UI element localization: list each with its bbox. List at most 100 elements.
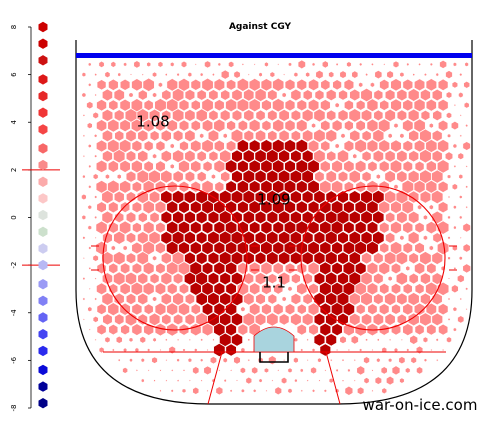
hex-cell (184, 190, 196, 204)
hex-cell (190, 303, 201, 315)
hex-cell (344, 120, 354, 131)
hex-cell (96, 119, 107, 132)
hex-cell (184, 170, 195, 183)
hex-cell (272, 241, 284, 255)
hex-cell (178, 261, 190, 276)
hex-cell (206, 348, 209, 352)
hex-cell (408, 109, 420, 122)
hex-cell (420, 272, 431, 285)
hex-cell (94, 297, 97, 301)
hex-cell (119, 180, 131, 194)
hex-cell (383, 63, 386, 66)
hex-cell (225, 343, 237, 357)
hex-cell (172, 292, 184, 306)
hex-cell (290, 210, 302, 224)
hex-cell (157, 61, 164, 68)
hex-cell (132, 181, 142, 193)
hex-cell (94, 154, 98, 158)
hex-cell (243, 272, 254, 285)
hex-cell (131, 78, 143, 92)
hex-cell (459, 195, 463, 199)
hex-cell (344, 99, 354, 111)
hex-cell (260, 200, 273, 214)
hex-cell (172, 231, 185, 245)
hex-cell (363, 356, 370, 364)
hex-cell (365, 73, 368, 77)
hex-cell (294, 378, 298, 383)
hex-cell (202, 262, 214, 275)
zone-label-low: 1.1 (262, 274, 286, 292)
hex-cell (249, 221, 261, 234)
hex-cell (220, 89, 230, 101)
scale-swatch (38, 209, 48, 221)
hex-cell (393, 122, 399, 129)
hex-cell (152, 153, 157, 159)
hex-cell (161, 252, 172, 265)
hex-cell (431, 251, 443, 265)
hex-cell (98, 61, 105, 68)
hex-cell (266, 210, 278, 224)
hex-cell (296, 282, 308, 295)
hex-cell (214, 99, 225, 112)
hex-cell (104, 336, 111, 343)
hex-cell (414, 324, 425, 336)
hex-cell (126, 252, 136, 264)
hex-cell (284, 180, 296, 194)
hex-cell (324, 369, 327, 372)
hex-cell (225, 159, 237, 174)
scale-swatch (38, 124, 48, 135)
hex-cell (453, 266, 457, 270)
hex-cell (88, 267, 92, 270)
hex-cell (350, 335, 359, 345)
hex-cell (231, 312, 243, 327)
hex-cell (153, 379, 156, 382)
hex-cell (337, 251, 349, 265)
hex-cell (402, 323, 414, 336)
hex-cell (465, 205, 468, 209)
hex-cell (396, 292, 408, 306)
hex-cell (451, 284, 459, 294)
hex-cell (378, 261, 390, 275)
hex-cell (267, 130, 278, 142)
hex-cell (222, 357, 228, 363)
hex-cell (261, 282, 272, 295)
hex-cell (302, 210, 314, 224)
hex-cell (462, 141, 471, 151)
hex-cell (453, 327, 457, 332)
hex-cell (87, 306, 93, 312)
hex-cell (334, 102, 340, 108)
hex-cell (349, 313, 361, 326)
hex-cell (104, 71, 111, 78)
hex-cell (87, 225, 92, 230)
hex-cell (166, 200, 178, 214)
hex-cell (219, 332, 232, 347)
hex-cell (170, 389, 174, 393)
hex-cell (214, 181, 225, 193)
hex-cell (302, 190, 314, 204)
hex-cell (195, 312, 208, 327)
hex-cell (419, 169, 432, 184)
hex-cell (119, 220, 131, 235)
hex-cell (320, 79, 331, 91)
hex-cell (219, 230, 232, 245)
scale-swatch (38, 345, 48, 357)
hex-cell (143, 99, 154, 111)
hex-cell (402, 99, 413, 112)
hex-cell (373, 272, 384, 285)
hex-cell (255, 251, 267, 265)
hex-cell (219, 190, 232, 204)
hex-cell (425, 281, 438, 296)
hex-cell (438, 323, 449, 336)
hex-cell (431, 312, 443, 326)
hex-cell (356, 303, 366, 315)
hex-cell (293, 357, 299, 364)
hex-cell (291, 273, 301, 284)
hex-cell (178, 221, 190, 235)
hex-cell (288, 62, 292, 67)
rink-boards (75, 40, 473, 405)
hex-cell (260, 78, 273, 92)
hex-cell (165, 73, 168, 77)
hex-cell (125, 129, 137, 142)
hex-cell (94, 93, 97, 97)
hex-cell (388, 357, 393, 363)
